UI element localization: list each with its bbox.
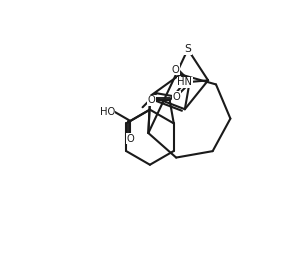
Text: S: S bbox=[184, 44, 191, 54]
Text: O: O bbox=[148, 95, 156, 105]
Text: O: O bbox=[172, 65, 180, 75]
Text: HN: HN bbox=[177, 77, 192, 87]
Text: HO: HO bbox=[99, 107, 115, 117]
Text: O: O bbox=[172, 92, 180, 102]
Text: O: O bbox=[126, 134, 134, 144]
